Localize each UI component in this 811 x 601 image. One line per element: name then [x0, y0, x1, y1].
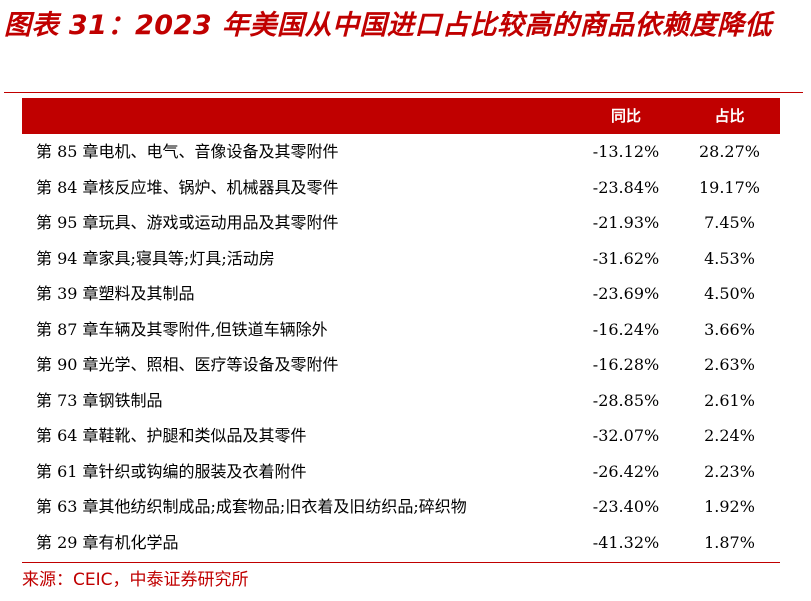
table-bottom-rule — [22, 562, 780, 563]
row-share: 2.23% — [704, 461, 755, 481]
row-name: 第 63 章其他纺织制成品;成套物品;旧衣着及旧纺织品;碎织物 — [36, 497, 467, 516]
title-divider — [4, 92, 803, 93]
table-row: 第 63 章其他纺织制成品;成套物品;旧衣着及旧纺织品;碎织物 -23.40% 1.… — [22, 489, 780, 525]
row-share: 19.17% — [698, 177, 760, 197]
row-yoy: -23.84% — [592, 177, 660, 197]
row-yoy: -16.24% — [592, 319, 660, 339]
row-yoy: -16.28% — [592, 355, 660, 374]
row-share: 4.53% — [704, 248, 755, 268]
row-yoy: -31.62% — [592, 248, 660, 268]
row-share: 1.87% — [704, 532, 755, 552]
table-row: 第 84 章核反应堆、锅炉、机械器具及零件 -23.84% 19.17% — [22, 170, 780, 206]
row-yoy: -23.40% — [592, 497, 660, 516]
header-share: 占比 — [714, 107, 745, 125]
row-name: 第 73 章钢铁制品 — [36, 390, 163, 410]
row-name: 第 64 章鞋靴、护腿和类似品及其零件 — [36, 426, 307, 445]
row-share: 2.63% — [704, 355, 755, 374]
table-row: 第 61 章针织或钩编的服装及衣着附件 -26.42% 2.23% — [22, 454, 780, 490]
row-name: 第 90 章光学、照相、医疗等设备及零附件 — [36, 355, 339, 374]
table-row: 第 90 章光学、照相、医疗等设备及零附件 -16.28% 2.63% — [22, 347, 780, 383]
row-share: 28.27% — [698, 142, 760, 161]
row-yoy: -32.07% — [592, 426, 660, 445]
row-name: 第 95 章玩具、游戏或运动用品及其零附件 — [36, 213, 339, 232]
row-name: 第 61 章针织或钩编的服装及衣着附件 — [36, 461, 307, 481]
table-row: 第 85 章电机、电气、音像设备及其零附件 -13.12% 28.27% — [22, 134, 780, 170]
row-share: 1.92% — [704, 497, 755, 516]
row-yoy: -28.85% — [592, 390, 660, 410]
row-name: 第 87 章车辆及其零附件,但铁道车辆除外 — [36, 319, 328, 339]
row-yoy: -23.69% — [592, 284, 660, 303]
row-yoy: -21.93% — [592, 213, 660, 232]
table-body: 第 85 章电机、电气、音像设备及其零附件 -13.12% 28.27% 第 84 章… — [22, 134, 780, 560]
source-note: 来源：CEIC，中泰证券研究所 — [22, 570, 249, 590]
row-name: 第 84 章核反应堆、锅炉、机械器具及零件 — [36, 177, 339, 197]
row-yoy: -41.32% — [592, 532, 660, 552]
table-row: 第 73 章钢铁制品 -28.85% 2.61% — [22, 383, 780, 419]
row-share: 4.50% — [704, 284, 755, 303]
table-row: 第 94 章家具;寝具等;灯具;活动房 -31.62% 4.53% — [22, 241, 780, 277]
table-row: 第 39 章塑料及其制品 -23.69% 4.50% — [22, 276, 780, 312]
row-name: 第 29 章有机化学品 — [36, 532, 179, 552]
table-header: 同比 占比 — [22, 98, 780, 134]
table-row: 第 95 章玩具、游戏或运动用品及其零附件 -21.93% 7.45% — [22, 205, 780, 241]
row-name: 第 94 章家具;寝具等;灯具;活动房 — [36, 248, 275, 268]
row-share: 2.61% — [704, 390, 755, 410]
row-share: 3.66% — [704, 319, 755, 339]
table-row: 第 87 章车辆及其零附件,但铁道车辆除外 -16.24% 3.66% — [22, 312, 780, 348]
row-yoy: -13.12% — [592, 142, 660, 161]
header-yoy: 同比 — [610, 107, 641, 125]
table-row: 第 29 章有机化学品 -41.32% 1.87% — [22, 525, 780, 561]
figure-title: 图表 31：2023 年美国从中国进口占比较高的商品依赖度降低 — [4, 10, 773, 41]
row-share: 7.45% — [704, 213, 755, 232]
row-share: 2.24% — [704, 426, 755, 445]
row-name: 第 39 章塑料及其制品 — [36, 284, 195, 303]
table-row: 第 64 章鞋靴、护腿和类似品及其零件 -32.07% 2.24% — [22, 418, 780, 454]
data-table: 同比 占比 第 85 章电机、电气、音像设备及其零附件 -13.12% 28.27%… — [22, 98, 780, 563]
row-yoy: -26.42% — [592, 461, 660, 481]
row-name: 第 85 章电机、电气、音像设备及其零附件 — [36, 142, 339, 161]
